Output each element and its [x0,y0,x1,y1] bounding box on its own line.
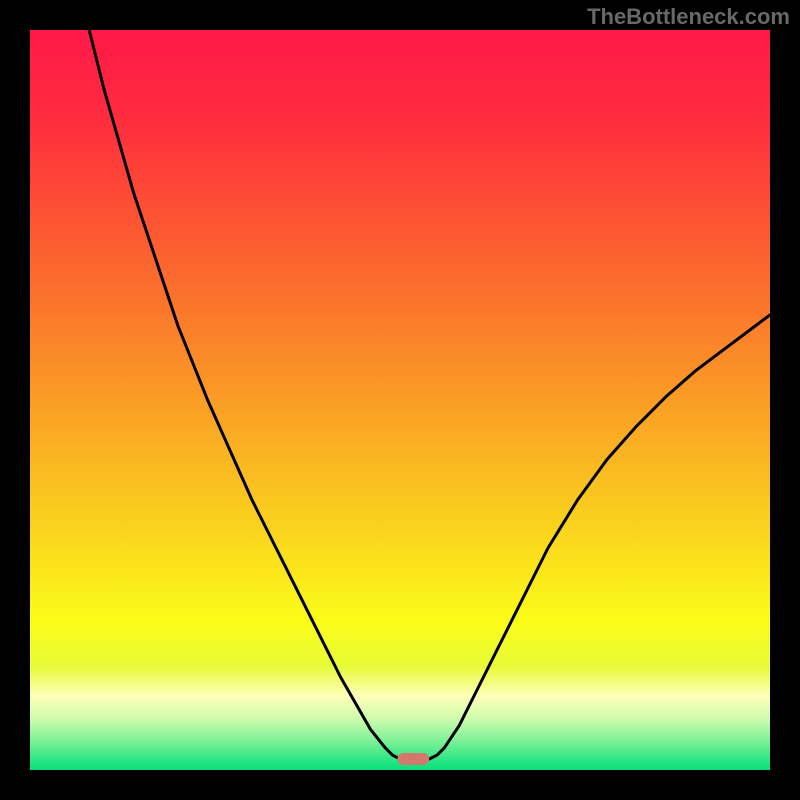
bottleneck-chart: TheBottleneck.com [0,0,800,800]
plot-background [30,30,770,770]
chart-svg [0,0,800,800]
minimum-marker [397,753,429,765]
